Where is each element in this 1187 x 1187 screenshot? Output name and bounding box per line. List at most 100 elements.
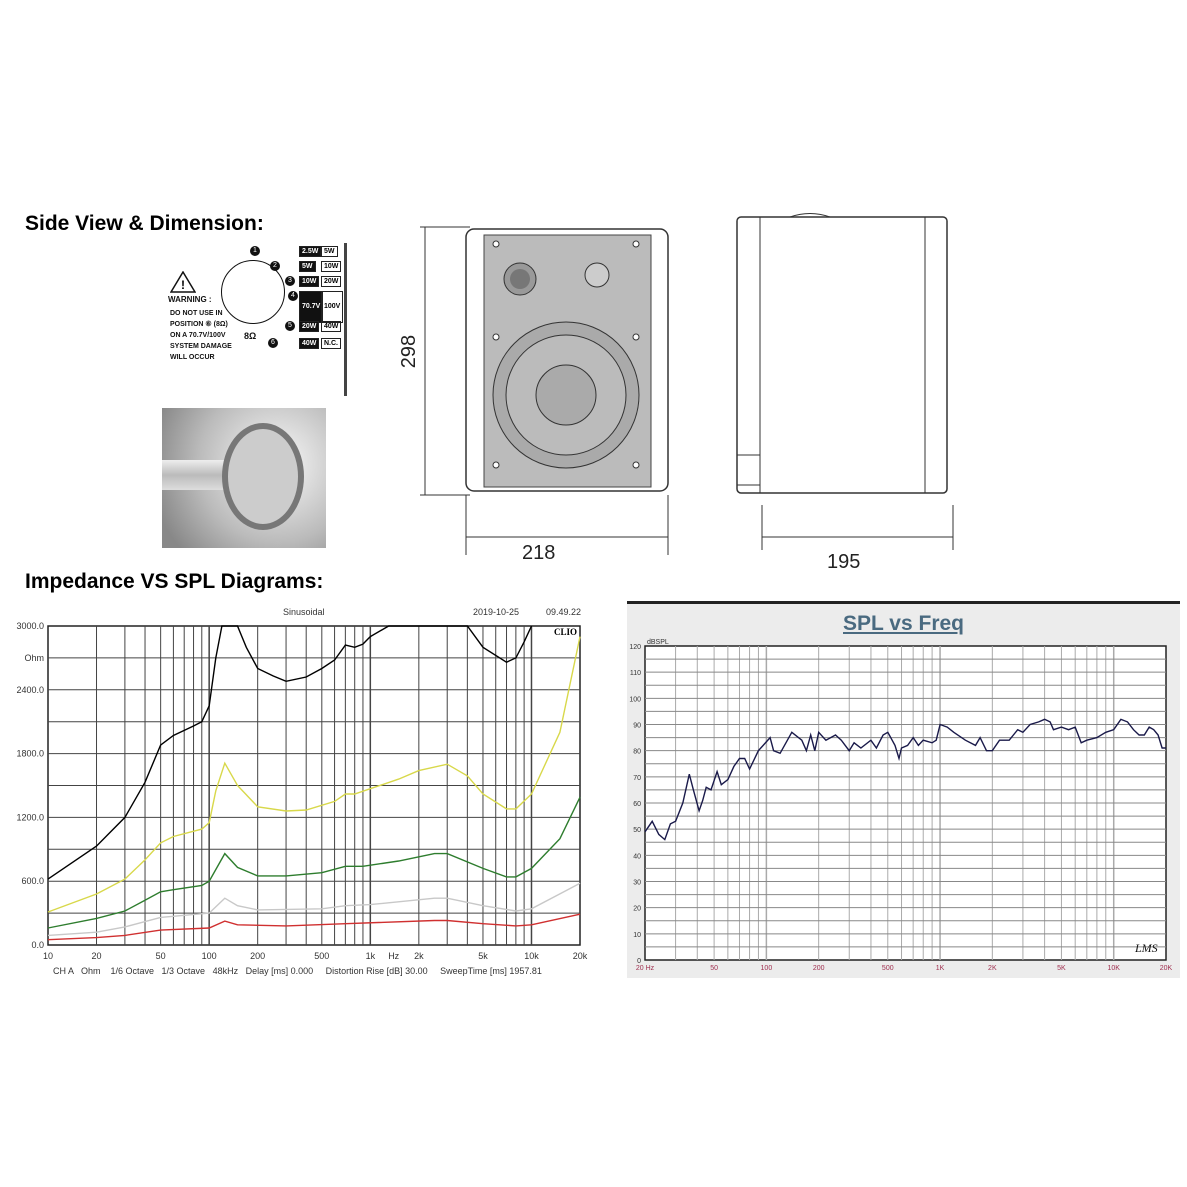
tap-value-100v: 20W	[321, 276, 342, 287]
x-tick-label: 5K	[1057, 965, 1066, 972]
y-tick-label: 50	[633, 827, 641, 834]
x-tick-label: 5k	[478, 951, 488, 961]
y-tick-label: 30	[633, 880, 641, 887]
tap-value-70v: 20W	[299, 321, 320, 332]
chart-time: 09.49.22	[546, 607, 582, 617]
impedance-chart: Sinusoidal 2019-10-25 09.49.22 3000.0 240…	[0, 600, 600, 990]
y-axis-label: dBSPL	[647, 639, 669, 646]
x-tick-label: 200	[250, 951, 265, 961]
tap-position-marker: 2	[270, 261, 280, 271]
warning-line: SYSTEM DAMAGE	[170, 343, 232, 350]
width-dimension: 218	[522, 542, 556, 564]
x-tick-label: 1K	[936, 965, 945, 972]
chart-date: 2019-10-25	[473, 607, 520, 617]
warning-title: WARNING :	[168, 295, 212, 304]
clio-brand: CLIO	[553, 627, 579, 637]
lms-brand: LMS	[1134, 941, 1158, 955]
y-tick-label: 0	[637, 958, 641, 965]
series-line	[47, 796, 581, 929]
spl-title: SPL vs Freq	[843, 612, 964, 635]
x-tick-label: 1k	[366, 951, 376, 961]
y-tick-label: 110	[630, 670, 641, 677]
series-line	[47, 913, 581, 941]
y-tick-label: 80	[633, 749, 641, 756]
x-tick-label: 20K	[1160, 965, 1173, 972]
tap-value-100v: N.C.	[321, 338, 341, 349]
x-tick-label: 100	[761, 965, 773, 972]
x-tick-label: 100	[202, 951, 217, 961]
tap-value-100v: 10W	[321, 261, 342, 272]
tap-value-100v: 100V	[321, 291, 344, 323]
warning-triangle-icon: !	[170, 271, 196, 293]
tap-position-marker: 1	[250, 246, 260, 256]
transformer-dial	[221, 260, 285, 324]
x-tick-label: 200	[813, 965, 825, 972]
spl-chart: SPL vs Freq 120 110 100 90 80 70 60 50 40 30 20 10 0…	[627, 601, 1180, 978]
series-line	[644, 718, 1166, 841]
diagrams-heading: Impedance VS SPL Diagrams:	[25, 570, 324, 593]
y-tick-label: 600.0	[21, 876, 44, 886]
y-tick-label: 1800.0	[16, 749, 44, 759]
warning-line: WILL OCCUR	[170, 354, 215, 361]
series-line	[47, 625, 533, 880]
y-tick-label: 40	[633, 853, 641, 860]
x-tick-label: 20 Hz	[636, 965, 655, 972]
y-tick-label: 60	[633, 801, 641, 808]
y-tick-label: 3000.0	[16, 621, 44, 631]
chart-mode: Sinusoidal	[283, 607, 325, 617]
y-tick-label: 10	[633, 932, 641, 939]
x-tick-label: 50	[156, 951, 166, 961]
side-view-drawing	[736, 213, 954, 550]
y-tick-label: 100	[629, 696, 641, 703]
tap-value-70v: 70.7V	[299, 291, 324, 323]
x-tick-label: 50	[710, 965, 718, 972]
y-tick-label: 2400.0	[16, 685, 44, 695]
series-line	[47, 882, 581, 937]
tap-value-100v: 40W	[321, 321, 342, 332]
front-view-drawing	[420, 226, 669, 555]
x-tick-label: 2K	[988, 965, 997, 972]
x-tick-label: 500	[314, 951, 329, 961]
y-tick-label: 1200.0	[16, 812, 44, 822]
tap-position-marker: 4	[288, 291, 298, 301]
x-tick-label: 500	[882, 965, 894, 972]
y-tick-label: 70	[633, 775, 641, 782]
tap-position-marker: 5	[285, 321, 295, 331]
height-dimension: 298	[398, 334, 421, 369]
tap-value-70v: 40W	[299, 338, 320, 349]
x-tick-label: 20k	[573, 951, 588, 961]
connector-photo	[162, 408, 326, 548]
tap-value-70v: 10W	[299, 276, 320, 287]
tap-position-marker: 6	[268, 338, 278, 348]
side-view-heading: Side View & Dimension:	[25, 212, 264, 235]
y-tick-label: 20	[633, 906, 641, 913]
x-tick-label: 10K	[1107, 965, 1120, 972]
x-tick-label: 2k	[414, 951, 424, 961]
warning-line: ON A 70.7V/100V	[170, 332, 226, 339]
y-tick-label: 90	[633, 723, 641, 730]
svg-text:!: !	[181, 278, 185, 292]
warning-text: DO NOT USE IN POSITION ⑥ (8Ω) ON A 70.7V…	[170, 308, 232, 363]
x-tick-label: 10	[43, 951, 53, 961]
y-tick-label: 120	[629, 644, 641, 651]
cable-gland	[222, 423, 304, 530]
y-axis-label: Ohm	[24, 653, 44, 663]
x-axis-label: Hz	[388, 951, 399, 961]
tap-value-100v: 5W	[321, 246, 338, 257]
tap-position-marker: 3	[285, 276, 295, 286]
warning-line: POSITION ⑥ (8Ω)	[170, 321, 228, 328]
impedance-plot: 3000.0 2400.0 1800.0 1200.0 600.0 0.010 20 50 10…	[16, 621, 588, 961]
series-line	[47, 636, 581, 913]
depth-dimension: 195	[827, 551, 861, 573]
ohm-label: 8Ω	[244, 331, 257, 341]
y-tick-label: 0.0	[31, 940, 44, 950]
chart-footer: CH A Ohm 1/6 Octave 1/3 Octave 48kHz Del…	[53, 966, 542, 976]
wiring-label: ! WARNING : DO NOT USE IN POSITION ⑥ (8Ω…	[162, 243, 347, 396]
x-tick-label: 10k	[524, 951, 539, 961]
x-tick-label: 20	[92, 951, 102, 961]
tap-value-70v: 2.5W	[299, 246, 322, 257]
warning-line: DO NOT USE IN	[170, 310, 223, 317]
tap-value-70v: 5W	[299, 261, 316, 272]
